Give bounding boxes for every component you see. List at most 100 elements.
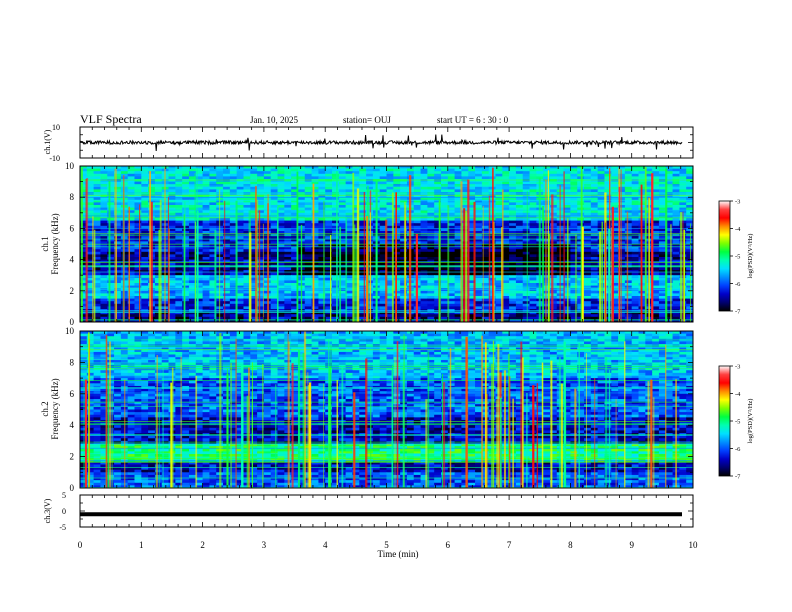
spectrogram-cell xyxy=(645,173,653,177)
spectrogram-cell xyxy=(454,192,463,196)
spectrogram-cell xyxy=(447,246,456,250)
spectrogram-cell xyxy=(338,244,347,248)
spectrogram-cell xyxy=(400,199,408,203)
spectrogram-cell xyxy=(182,272,190,276)
spectrogram-cell xyxy=(202,231,211,235)
spectrogram-cell xyxy=(229,301,238,305)
spectrogram-cell xyxy=(86,205,95,209)
spectrogram-cell xyxy=(624,223,633,227)
spectrogram-cell xyxy=(420,171,428,175)
spectrogram-cell xyxy=(325,220,333,224)
spectrogram-cell xyxy=(229,241,238,245)
spectrogram-cell xyxy=(536,173,544,177)
spectrogram-cell xyxy=(345,173,354,177)
spectrogram-cell xyxy=(672,236,680,240)
spectrogram-cell xyxy=(652,257,660,261)
spectrogram-cell xyxy=(154,205,163,209)
spectrogram-cell xyxy=(658,225,667,229)
spectrogram-cell xyxy=(127,197,136,201)
spectrogram-cell xyxy=(154,207,163,211)
spectrogram-cell xyxy=(284,236,292,240)
spectrogram-cell xyxy=(229,249,238,253)
spectrogram-cell xyxy=(652,241,660,245)
spectrogram-cell xyxy=(175,192,183,196)
spectrogram-cell xyxy=(243,293,251,297)
spectrogram-cell xyxy=(400,220,408,224)
spectrogram-cell xyxy=(243,296,251,300)
spectrogram-cell xyxy=(229,228,238,232)
spectrogram-cell xyxy=(454,293,463,297)
spectrogram-cell xyxy=(495,202,503,206)
spectrogram-cell xyxy=(168,231,176,235)
spectrogram-cell xyxy=(332,205,340,209)
spectrogram-cell xyxy=(195,238,204,242)
spectrogram-cell xyxy=(413,194,422,198)
spectrogram-cell xyxy=(80,238,88,242)
spectrogram-cell xyxy=(509,228,517,232)
spectrogram-cell xyxy=(93,194,102,198)
spectrogram-cell xyxy=(652,246,660,250)
spectrogram-cell xyxy=(86,231,95,235)
spectrogram-cell xyxy=(665,249,674,253)
spectrogram-cell xyxy=(420,293,428,297)
spectrogram-cell xyxy=(250,205,258,209)
spectrogram-cell xyxy=(652,223,660,227)
spectrogram-cell xyxy=(393,202,401,206)
spectrogram-cell xyxy=(652,272,660,276)
spectrogram-cell xyxy=(270,296,279,300)
spectrogram-cell xyxy=(400,231,408,235)
spectrogram-cell xyxy=(584,168,592,172)
spectrogram-cell xyxy=(100,301,108,305)
spectrogram-cell xyxy=(400,254,408,258)
spectrogram-cell xyxy=(325,246,333,250)
spectrogram-cell xyxy=(263,173,272,177)
spectrogram-cell xyxy=(168,283,176,287)
spectrogram-cell xyxy=(468,223,476,227)
spectrogram-cell xyxy=(440,197,449,201)
spectrogram-cell xyxy=(652,181,660,185)
spectrogram-cell xyxy=(209,192,217,196)
spectrogram-cell xyxy=(154,168,163,172)
spectrogram-cell xyxy=(672,192,680,196)
spectrogram-cell xyxy=(522,303,531,307)
spectrogram-cell xyxy=(209,293,217,297)
spectrogram-cell xyxy=(270,293,279,297)
spectrogram-cell xyxy=(686,236,693,240)
spectrogram-cell xyxy=(297,210,306,214)
spectrogram-cell xyxy=(325,179,333,183)
spectrogram-cell xyxy=(624,166,633,170)
spectrogram-cell xyxy=(107,171,115,175)
spectrogram-cell xyxy=(658,173,667,177)
spectrogram-cell xyxy=(93,241,102,245)
spectrogram-cell xyxy=(93,301,102,305)
spectrogram-cell xyxy=(447,197,456,201)
spectrogram-cell xyxy=(270,186,279,190)
spectrogram-cell xyxy=(502,267,510,271)
spectrogram-cell xyxy=(188,205,197,209)
spectrogram-cell xyxy=(652,280,660,284)
spectrogram-cell xyxy=(263,181,272,185)
spectrogram-cell xyxy=(624,225,633,229)
spectrogram-cell xyxy=(468,168,476,172)
spectrogram-cell xyxy=(188,280,197,284)
spectrogram-cell xyxy=(400,176,408,180)
spectrogram-cell xyxy=(359,231,367,235)
spectrogram-cell xyxy=(86,283,95,287)
spectrogram-cell xyxy=(277,244,285,248)
spectrogram-cell xyxy=(440,301,449,305)
spectrogram-cell xyxy=(413,225,422,229)
spectrogram-cell xyxy=(243,236,251,240)
spectrogram-cell xyxy=(481,220,490,224)
spectrogram-cell xyxy=(468,238,476,242)
spectrogram-cell xyxy=(257,166,265,170)
spectrogram-cell xyxy=(270,270,279,274)
spectrogram-cell xyxy=(584,285,592,289)
spectrogram-cell xyxy=(359,270,367,274)
spectrogram-cell xyxy=(590,283,599,287)
spectrogram-cell xyxy=(515,238,524,242)
spectrogram-cell xyxy=(515,275,524,279)
spectrogram-cell xyxy=(543,251,551,255)
spectrogram-cell xyxy=(447,254,456,258)
spectrogram-cell xyxy=(277,280,285,284)
spectrogram-cell xyxy=(311,179,319,183)
